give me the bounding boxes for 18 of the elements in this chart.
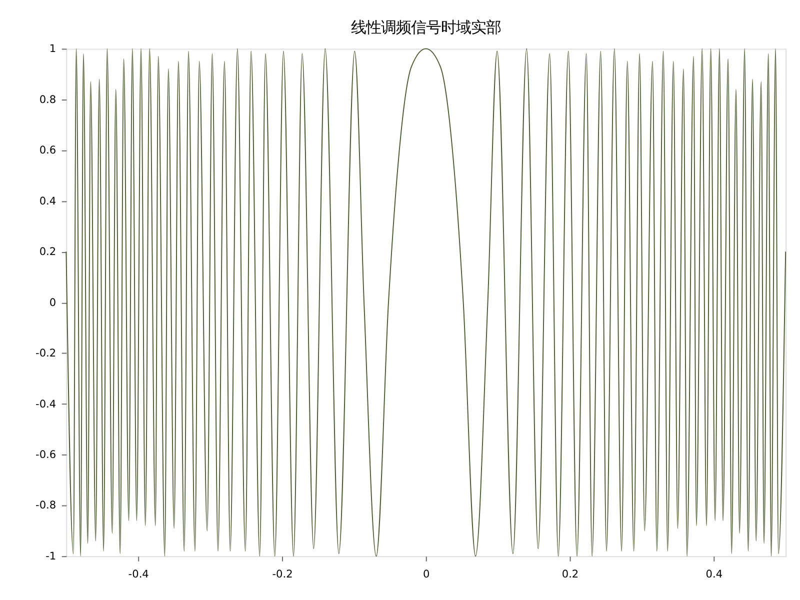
x-tick-label: 0 xyxy=(423,568,430,581)
y-tick-label: -1 xyxy=(46,550,56,562)
y-tick-label: -0.2 xyxy=(36,348,56,360)
chart-title: 线性调频信号时域实部 xyxy=(350,18,501,36)
y-tick-label: -0.4 xyxy=(36,398,56,410)
y-tick-label: -0.6 xyxy=(36,449,56,462)
y-tick-label: 1 xyxy=(49,43,56,56)
y-tick-label: -0.8 xyxy=(36,500,56,512)
y-tick-label: 0.6 xyxy=(39,144,56,157)
x-tick-label: 0.4 xyxy=(706,568,723,581)
y-tick-label: 0 xyxy=(49,296,56,309)
x-tick-label: 0.2 xyxy=(562,568,579,581)
y-tick-label: 0.4 xyxy=(39,195,56,208)
y-tick-label: 0.2 xyxy=(39,246,56,258)
y-tick-label: 0.8 xyxy=(39,94,56,106)
line-series xyxy=(66,48,786,557)
x-tick-label: -0.2 xyxy=(272,568,293,581)
x-tick-label: -0.4 xyxy=(128,568,150,581)
